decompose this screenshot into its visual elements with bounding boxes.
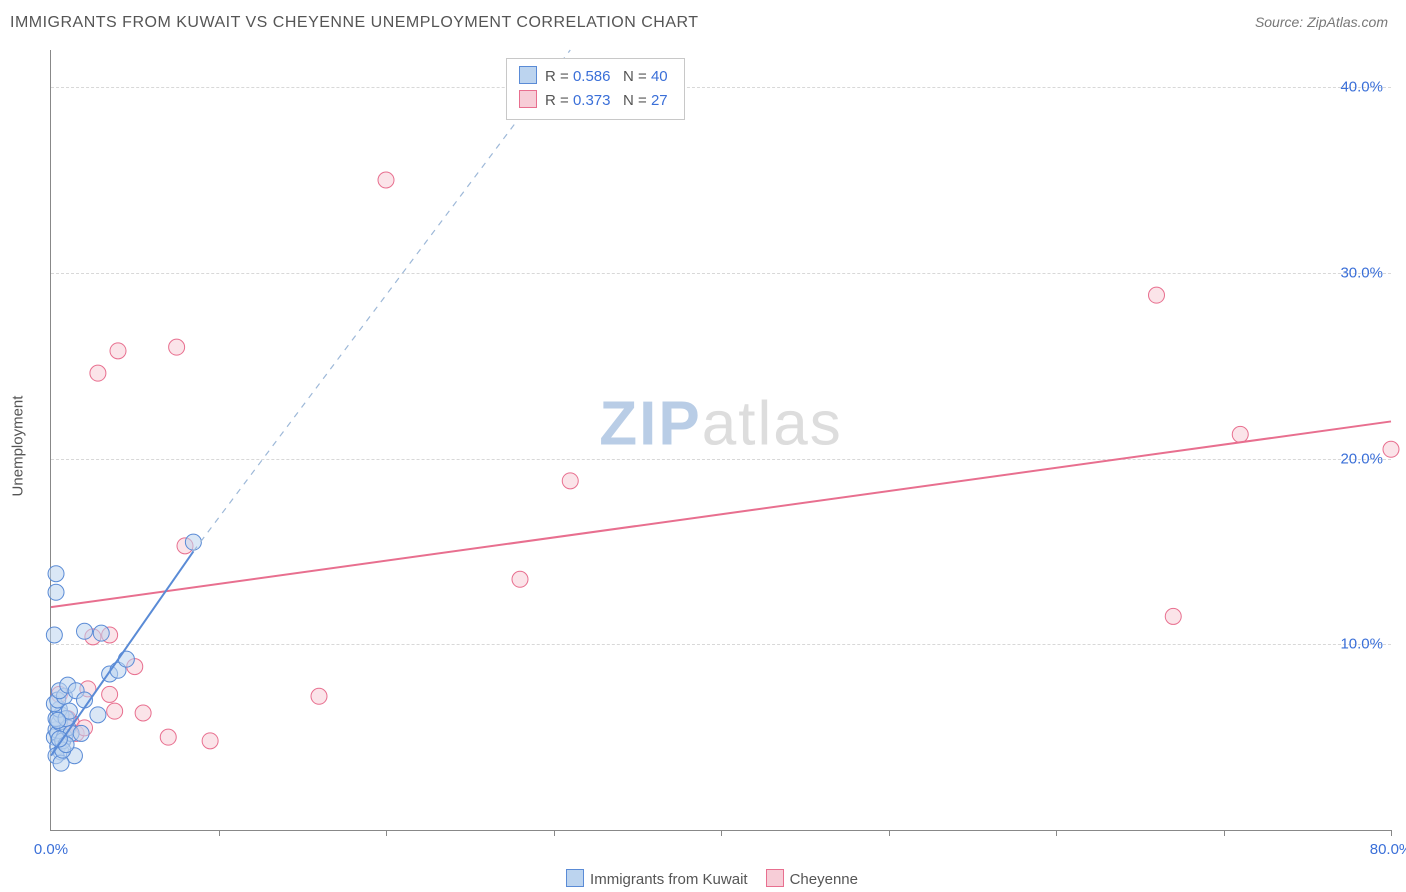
data-point xyxy=(48,584,64,600)
data-point xyxy=(202,733,218,749)
legend-row: R = 0.586 N = 40 xyxy=(519,65,668,89)
x-tick xyxy=(219,830,220,836)
legend-swatch xyxy=(519,90,537,108)
x-tick xyxy=(1224,830,1225,836)
trend-line xyxy=(51,421,1391,607)
data-point xyxy=(512,571,528,587)
legend-swatch xyxy=(566,869,584,887)
correlation-legend: R = 0.586 N = 40R = 0.373 N = 27 xyxy=(506,58,685,120)
y-axis-label: Unemployment xyxy=(10,396,27,497)
legend-item: Immigrants from Kuwait xyxy=(548,871,748,888)
legend-label: Cheyenne xyxy=(790,871,858,888)
legend-n-label: N = xyxy=(623,92,651,109)
x-tick-label: 80.0% xyxy=(1370,841,1406,858)
legend-r-label: R = xyxy=(545,92,573,109)
legend-r-label: R = xyxy=(545,68,573,85)
data-point xyxy=(1149,287,1165,303)
data-point xyxy=(378,172,394,188)
source-name: ZipAtlas.com xyxy=(1307,14,1388,30)
data-point xyxy=(160,729,176,745)
y-tick-label: 10.0% xyxy=(1340,636,1383,653)
x-tick xyxy=(386,830,387,836)
x-tick xyxy=(1391,830,1392,836)
x-tick xyxy=(554,830,555,836)
legend-swatch xyxy=(519,66,537,84)
trend-line xyxy=(51,551,193,755)
legend-r-value: 0.586 xyxy=(573,68,611,85)
y-tick-label: 40.0% xyxy=(1340,79,1383,96)
data-point xyxy=(169,339,185,355)
y-tick-label: 20.0% xyxy=(1340,450,1383,467)
trend-line xyxy=(193,50,570,551)
data-point xyxy=(48,566,64,582)
y-tick-label: 30.0% xyxy=(1340,264,1383,281)
source-prefix: Source: xyxy=(1255,14,1307,30)
data-point xyxy=(90,365,106,381)
plot-svg xyxy=(51,50,1391,830)
data-point xyxy=(102,686,118,702)
x-tick xyxy=(889,830,890,836)
legend-n-value: 40 xyxy=(651,68,668,85)
data-point xyxy=(93,625,109,641)
data-point xyxy=(185,534,201,550)
x-tick-label: 0.0% xyxy=(34,841,68,858)
data-point xyxy=(46,627,62,643)
data-point xyxy=(107,703,123,719)
legend-swatch xyxy=(766,869,784,887)
legend-n-label: N = xyxy=(623,68,651,85)
legend-item: Cheyenne xyxy=(748,871,858,888)
data-point xyxy=(110,343,126,359)
legend-label: Immigrants from Kuwait xyxy=(590,871,748,888)
data-point xyxy=(1383,441,1399,457)
data-point xyxy=(77,623,93,639)
scatter-plot: ZIPatlas R = 0.586 N = 40R = 0.373 N = 2… xyxy=(50,50,1391,831)
legend-n-value: 27 xyxy=(651,92,668,109)
x-tick xyxy=(721,830,722,836)
data-point xyxy=(311,688,327,704)
data-point xyxy=(1165,608,1181,624)
data-point xyxy=(118,651,134,667)
data-point xyxy=(562,473,578,489)
data-point xyxy=(1232,426,1248,442)
data-point xyxy=(135,705,151,721)
data-point xyxy=(50,712,66,728)
data-point xyxy=(90,707,106,723)
series-legend: Immigrants from Kuwait Cheyenne xyxy=(0,869,1406,888)
data-point xyxy=(73,725,89,741)
legend-r-value: 0.373 xyxy=(573,92,611,109)
chart-title: IMMIGRANTS FROM KUWAIT VS CHEYENNE UNEMP… xyxy=(10,14,699,31)
x-tick xyxy=(1056,830,1057,836)
source-attribution: Source: ZipAtlas.com xyxy=(1255,14,1388,30)
legend-row: R = 0.373 N = 27 xyxy=(519,89,668,113)
